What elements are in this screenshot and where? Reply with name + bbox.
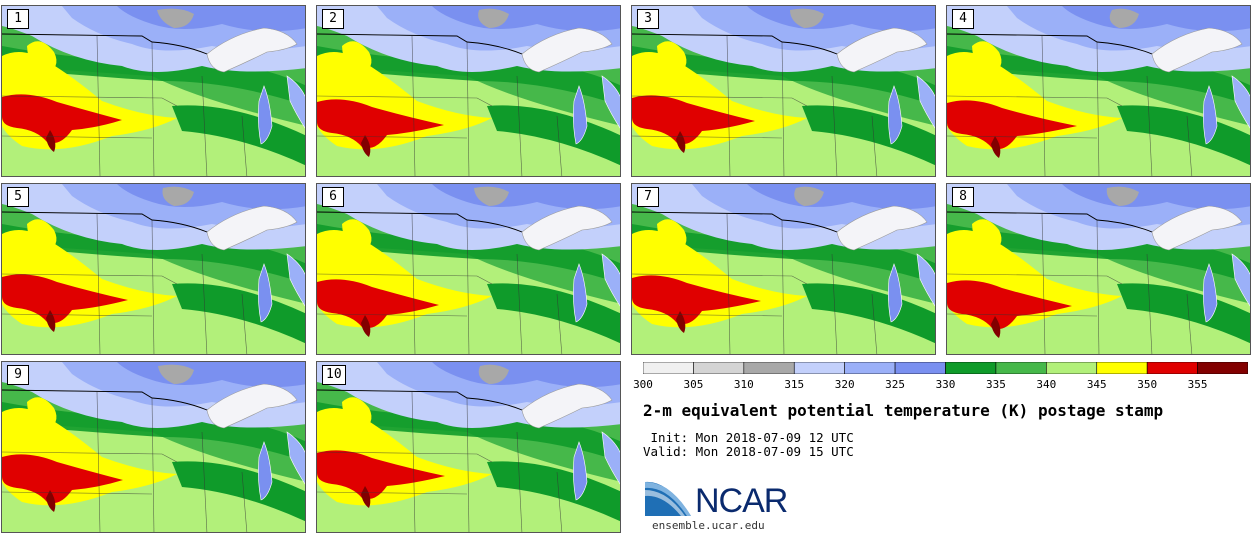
colorbar-tick-label: 315 [784,378,805,391]
panel-label: 7 [637,187,659,207]
valid-time: Valid: Mon 2018-07-09 15 UTC [643,444,854,459]
colorbar-bin [743,362,795,374]
member-panel-9: 9 [1,361,306,533]
colorbar [643,362,1248,374]
panel-label: 10 [322,365,346,385]
map-field [317,184,620,354]
colorbar-tick-label: 300 [633,378,653,391]
member-panel-6: 6 [316,183,621,355]
colorbar-tick-label: 335 [985,378,1006,391]
ncar-logo-icon [645,481,691,516]
map-field [947,184,1250,354]
panel-label: 6 [322,187,344,207]
colorbar-bin [945,362,997,374]
map-field [317,362,620,532]
colorbar-tick-label: 310 [733,378,754,391]
map-field [632,6,935,176]
map-field [947,6,1250,176]
site-url: ensemble.ucar.edu [652,519,765,532]
panel-label: 2 [322,9,344,29]
member-panel-2: 2 [316,5,621,177]
figure-title: 2-m equivalent potential temperature (K)… [643,401,1164,420]
map-field [2,362,305,532]
panel-label: 3 [637,9,659,29]
member-panel-10: 10 [316,361,621,533]
map-field [632,184,935,354]
member-panel-4: 4 [946,5,1251,177]
colorbar-bin [995,362,1047,374]
colorbar-tick-label: 320 [834,378,855,391]
panel-label: 1 [7,9,29,29]
colorbar-bin [793,362,845,374]
colorbar-bin [844,362,896,374]
colorbar-bin [894,362,946,374]
member-panel-7: 7 [631,183,936,355]
colorbar-tick-label: 345 [1086,378,1107,391]
colorbar-tick-labels: 300 305 310 315 320 325 330 335 340 345 350 355 [633,378,1248,394]
panel-label: 9 [7,365,29,385]
colorbar-bin [643,362,694,374]
panel-label: 5 [7,187,29,207]
colorbar-tick-label: 330 [935,378,956,391]
ncar-logo-text: NCAR [695,482,788,520]
member-panel-1: 1 [1,5,306,177]
panel-label: 8 [952,187,974,207]
colorbar-bin [1096,362,1148,374]
map-field [317,6,620,176]
colorbar-tick-label: 340 [1036,378,1057,391]
colorbar-tick-label: 355 [1187,378,1208,391]
colorbar-bin [1146,362,1198,374]
map-field [2,6,305,176]
init-time: Init: Mon 2018-07-09 12 UTC [643,430,854,445]
colorbar-tick-label: 325 [885,378,906,391]
member-panel-5: 5 [1,183,306,355]
member-panel-3: 3 [631,5,936,177]
colorbar-bin [1197,362,1248,374]
colorbar-bin [1046,362,1098,374]
member-panel-8: 8 [946,183,1251,355]
colorbar-tick-label: 305 [683,378,704,391]
map-field [2,184,305,354]
colorbar-tick-label: 350 [1137,378,1158,391]
colorbar-bin [693,362,745,374]
panel-label: 4 [952,9,974,29]
